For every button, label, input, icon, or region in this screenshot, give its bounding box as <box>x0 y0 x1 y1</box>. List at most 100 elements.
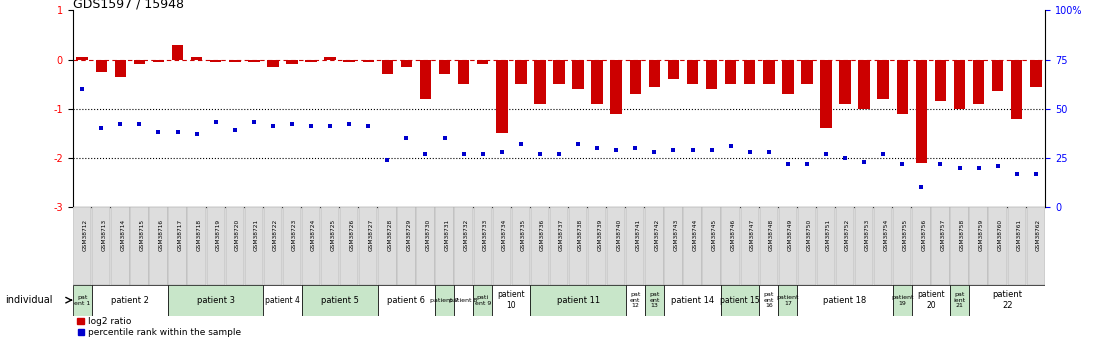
Bar <box>92 285 168 316</box>
Bar <box>473 285 492 316</box>
Bar <box>169 207 187 285</box>
Text: GSM38723: GSM38723 <box>292 219 297 251</box>
Bar <box>759 207 778 285</box>
Bar <box>264 285 302 316</box>
Point <box>531 151 549 157</box>
Bar <box>534 60 546 104</box>
Point <box>455 151 473 157</box>
Bar <box>378 285 435 316</box>
Bar <box>496 60 508 133</box>
Point <box>741 149 759 155</box>
Text: patient 6: patient 6 <box>388 296 426 305</box>
Bar <box>764 60 775 84</box>
Point <box>378 157 396 162</box>
Bar <box>610 60 622 114</box>
Bar <box>531 207 549 285</box>
Bar <box>779 207 797 285</box>
Point <box>512 141 530 147</box>
Bar <box>302 207 320 285</box>
Bar <box>73 285 92 316</box>
Bar <box>172 45 183 60</box>
Bar <box>283 207 301 285</box>
Bar <box>416 207 435 285</box>
Text: GSM38746: GSM38746 <box>731 219 736 251</box>
Point <box>664 147 682 153</box>
Text: GSM38747: GSM38747 <box>750 219 755 251</box>
Text: patient
22: patient 22 <box>992 290 1022 310</box>
Point <box>798 161 816 167</box>
Text: GSM38749: GSM38749 <box>788 219 793 251</box>
Text: GSM38716: GSM38716 <box>159 219 163 251</box>
Bar <box>912 207 930 285</box>
Bar <box>740 207 759 285</box>
Text: patient 7: patient 7 <box>430 298 458 303</box>
Text: patient 5: patient 5 <box>321 296 359 305</box>
Bar <box>134 60 145 65</box>
Bar <box>188 207 206 285</box>
Text: GSM38760: GSM38760 <box>997 219 1003 251</box>
Bar <box>686 60 699 84</box>
Text: GSM38735: GSM38735 <box>521 219 525 251</box>
Bar <box>969 207 987 285</box>
Text: GSM38722: GSM38722 <box>273 219 278 251</box>
Bar <box>705 60 718 89</box>
Point <box>1007 171 1025 176</box>
Text: GSM38740: GSM38740 <box>616 219 622 251</box>
Text: GSM38714: GSM38714 <box>121 219 125 251</box>
Text: patient 8: patient 8 <box>449 298 477 303</box>
Text: patient 18: patient 18 <box>824 296 866 305</box>
Text: GSM38713: GSM38713 <box>102 219 106 251</box>
Text: pat
ent 1: pat ent 1 <box>74 295 91 306</box>
Text: GSM38741: GSM38741 <box>635 219 641 251</box>
Text: GDS1597 / 15948: GDS1597 / 15948 <box>73 0 183 10</box>
Point <box>626 145 644 151</box>
Text: patient
10: patient 10 <box>498 290 525 310</box>
Bar <box>626 207 644 285</box>
Bar <box>400 60 413 67</box>
Bar <box>168 285 264 316</box>
Text: pat
ent
16: pat ent 16 <box>764 292 774 308</box>
Point <box>931 161 949 167</box>
Bar <box>515 60 527 84</box>
Bar <box>321 207 339 285</box>
Text: GSM38750: GSM38750 <box>807 219 812 251</box>
Bar <box>435 207 454 285</box>
Text: patient 2: patient 2 <box>111 296 149 305</box>
Text: GSM38715: GSM38715 <box>140 219 144 251</box>
Point <box>722 143 740 149</box>
Bar <box>1007 207 1026 285</box>
Bar <box>969 285 1045 316</box>
Text: GSM38728: GSM38728 <box>387 219 392 251</box>
Bar <box>191 57 202 60</box>
Bar <box>474 207 492 285</box>
Bar <box>302 285 378 316</box>
Bar <box>721 285 759 316</box>
Bar <box>569 207 587 285</box>
Bar <box>935 60 946 101</box>
Bar <box>73 207 92 285</box>
Bar <box>950 207 968 285</box>
Point <box>436 136 454 141</box>
Bar <box>381 60 394 74</box>
Bar <box>778 285 797 316</box>
Bar <box>798 207 816 285</box>
Text: patient
20: patient 20 <box>917 290 945 310</box>
Bar <box>286 60 297 65</box>
Text: GSM38736: GSM38736 <box>540 219 544 251</box>
Point <box>93 126 111 131</box>
Text: patient 3: patient 3 <box>197 296 235 305</box>
Bar <box>229 60 240 62</box>
Bar <box>667 60 679 79</box>
Text: GSM38745: GSM38745 <box>711 219 717 251</box>
Bar <box>512 207 530 285</box>
Text: GSM38725: GSM38725 <box>330 219 335 251</box>
Text: individual: individual <box>6 295 53 305</box>
Bar <box>645 285 664 316</box>
Text: GSM38755: GSM38755 <box>902 219 908 251</box>
Point <box>950 165 968 170</box>
Text: GSM38759: GSM38759 <box>978 219 984 251</box>
Bar <box>131 207 149 285</box>
Text: GSM38718: GSM38718 <box>197 219 201 251</box>
Text: GSM38732: GSM38732 <box>464 219 468 251</box>
Bar <box>759 285 778 316</box>
